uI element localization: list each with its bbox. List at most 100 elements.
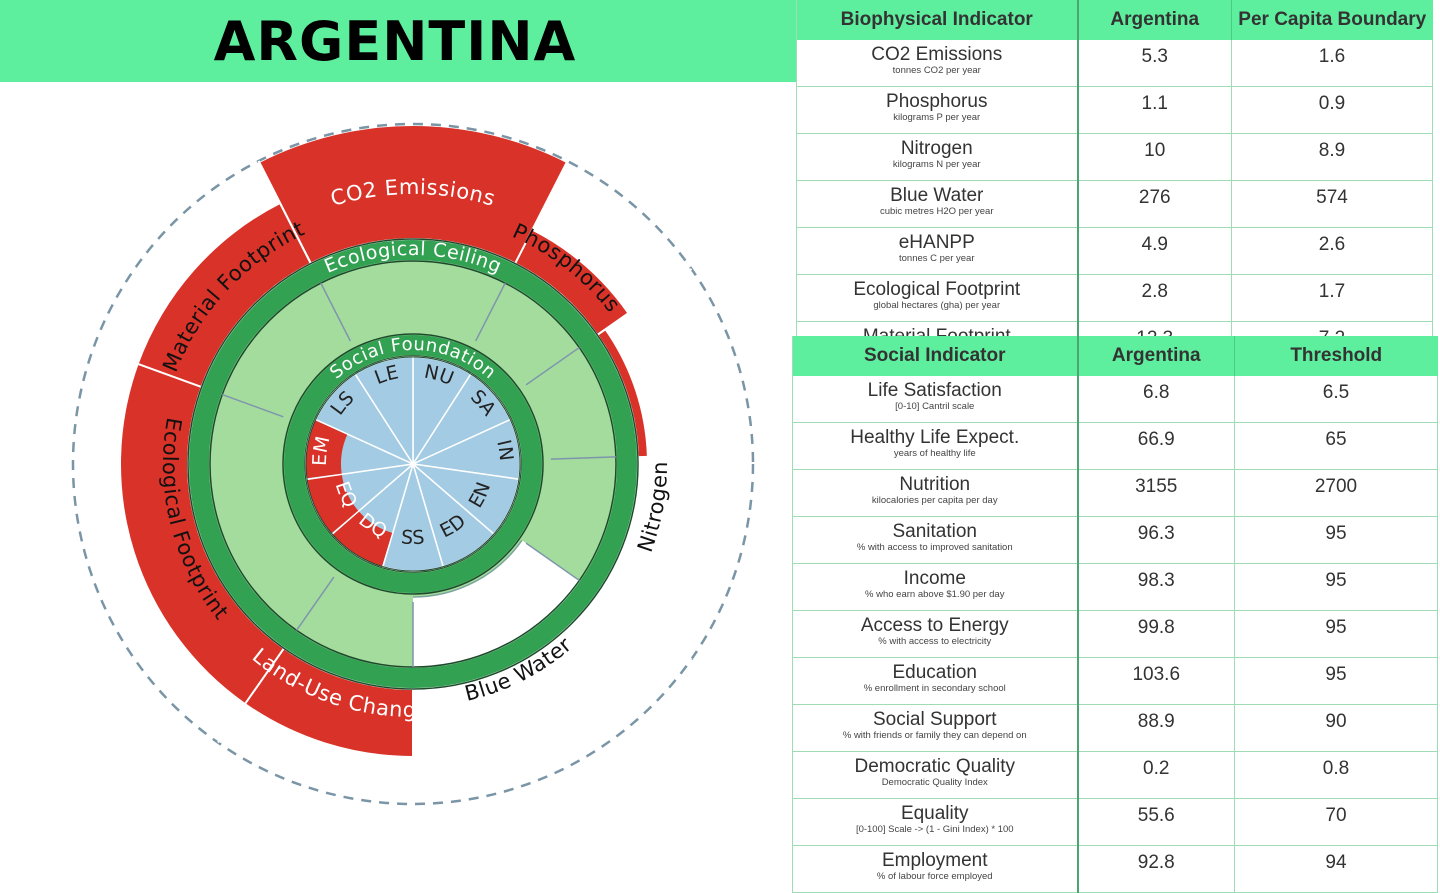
country-value: 276 bbox=[1076, 180, 1232, 228]
boundary-value: 0.9 bbox=[1231, 86, 1433, 134]
table-row: Democratic Quality Democratic Quality Ind… bbox=[792, 751, 1438, 799]
overshoot-wedge bbox=[138, 203, 311, 387]
indicator-name: Blue Water bbox=[890, 185, 984, 206]
boundary-value: 1.7 bbox=[1231, 274, 1433, 322]
indicator-name: Phosphorus bbox=[886, 91, 988, 112]
indicator-name: Access to Energy bbox=[860, 615, 1009, 636]
table-row: Life Satisfaction [0-10] Cantril scale 6.8… bbox=[792, 376, 1438, 423]
indicator-cell: Phosphorus kilograms P per year bbox=[796, 86, 1078, 134]
indicator-unit: kilograms N per year bbox=[892, 159, 981, 170]
header-threshold: Threshold bbox=[1234, 336, 1438, 376]
header-country: Argentina bbox=[1076, 336, 1235, 376]
country-value: 66.9 bbox=[1076, 422, 1235, 470]
threshold-value: 95 bbox=[1234, 657, 1438, 705]
indicator-cell: Nutrition kilocalories per capita per day bbox=[792, 469, 1078, 517]
indicator-name: Employment bbox=[881, 850, 988, 871]
indicator-cell: Sanitation% with access to improved sani… bbox=[792, 516, 1078, 564]
threshold-value: 2700 bbox=[1234, 469, 1438, 517]
indicator-cell: Equality [0-100] Scale -> (1 - Gini Index… bbox=[792, 798, 1078, 846]
indicator-cell: Employment% of labour force employed bbox=[792, 845, 1078, 893]
table-row: Blue Water cubic metres H2O per year 276 57… bbox=[796, 180, 1433, 228]
segment-divider bbox=[474, 282, 506, 342]
table-row: Income% who earn above $1.90 per day 98.3… bbox=[792, 563, 1438, 611]
indicator-name: Income bbox=[903, 568, 966, 589]
table-row: Equality [0-100] Scale -> (1 - Gini Index… bbox=[792, 798, 1438, 846]
country-value: 2.8 bbox=[1076, 274, 1232, 322]
ecological-ceiling-ring bbox=[189, 240, 637, 688]
country-value: 99.8 bbox=[1076, 610, 1235, 658]
indicator-cell: CO2 Emissions tonnes CO2 per year bbox=[796, 40, 1078, 87]
shortfall-wedge bbox=[307, 474, 359, 534]
title-banner: ARGENTINA bbox=[0, 0, 796, 82]
social-foundation-ring bbox=[284, 335, 542, 593]
social-header-row: Social Indicator Argentina Threshold bbox=[792, 336, 1438, 376]
threshold-value: 95 bbox=[1234, 516, 1438, 564]
country-value: 3155 bbox=[1076, 469, 1235, 517]
wedge-separator bbox=[93, 346, 201, 388]
country-value: 4.9 bbox=[1076, 227, 1232, 275]
indicator-unit: tonnes C per year bbox=[898, 253, 975, 264]
indicator-cell: Democratic Quality Democratic Quality Ind… bbox=[792, 751, 1078, 799]
overshoot-wedge bbox=[259, 125, 567, 263]
blue-water-inner-arc bbox=[412, 539, 523, 598]
indicator-name: Life Satisfaction bbox=[867, 380, 1002, 401]
social-table: Social Indicator Argentina Threshold Lif… bbox=[792, 336, 1438, 893]
indicator-unit: [0-100] Scale -> (1 - Gini Index) * 100 bbox=[855, 824, 1014, 835]
blue-water-gap bbox=[413, 540, 581, 668]
table-row: Ecological Footprint global hectares (gha… bbox=[796, 274, 1433, 322]
social-pie-outline bbox=[305, 356, 521, 572]
overshoot-wedge bbox=[245, 649, 413, 756]
table-row: Phosphorus kilograms P per year 1.1 0.9 bbox=[796, 86, 1433, 134]
country-value: 0.2 bbox=[1076, 751, 1235, 799]
indicator-unit: cubic metres H2O per year bbox=[879, 206, 994, 217]
indicator-name: Education bbox=[892, 662, 977, 683]
table-row: Sanitation% with access to improved sani… bbox=[792, 516, 1438, 564]
wedge-separator bbox=[217, 648, 285, 744]
overshoot-wedge bbox=[515, 230, 628, 335]
indicator-unit: kilograms P per year bbox=[893, 112, 981, 123]
threshold-value: 70 bbox=[1234, 798, 1438, 846]
indicator-name: eHANPP bbox=[898, 232, 975, 253]
biophysical-table: Biophysical Indicator Argentina Per Capi… bbox=[796, 0, 1433, 369]
indicator-unit: % with access to electricity bbox=[878, 636, 992, 647]
boundary-value: 2.6 bbox=[1231, 227, 1433, 275]
indicator-unit: kilocalories per capita per day bbox=[871, 495, 998, 506]
ceiling-outline bbox=[187, 238, 639, 690]
shortfall-wedge bbox=[306, 420, 348, 479]
indicator-name: Democratic Quality bbox=[854, 756, 1016, 777]
country-value: 96.3 bbox=[1076, 516, 1235, 564]
indicator-unit: % with access to improved sanitation bbox=[856, 542, 1013, 553]
foundation-inner-outline bbox=[304, 355, 522, 573]
indicator-name: Nitrogen bbox=[900, 138, 973, 159]
social-label-em: EM bbox=[309, 434, 335, 467]
indicator-unit: global hectares (gha) per year bbox=[873, 300, 1001, 311]
doughnut-chart: NU SA IN EN ED SS DQ EQ EM LS LE Social Foundation E… bbox=[0, 82, 796, 838]
country-value: 1.1 bbox=[1076, 86, 1232, 134]
segment-divider bbox=[320, 282, 352, 342]
wedge-separator bbox=[597, 268, 693, 336]
country-value: 88.9 bbox=[1076, 704, 1235, 752]
table-row: Social Support% with friends or family t… bbox=[792, 704, 1438, 752]
header-country: Argentina bbox=[1076, 0, 1232, 40]
table-row: Education% enrollment in secondary schoo… bbox=[792, 657, 1438, 705]
threshold-value: 65 bbox=[1234, 422, 1438, 470]
wedge-separator bbox=[257, 160, 312, 264]
indicator-cell: Ecological Footprint global hectares (gha… bbox=[796, 274, 1078, 322]
indicator-name: Equality bbox=[900, 803, 969, 824]
country-value: 5.3 bbox=[1076, 40, 1232, 87]
country-value: 10 bbox=[1076, 133, 1232, 181]
indicator-unit: % enrollment in secondary school bbox=[863, 683, 1006, 694]
table-row: CO2 Emissions tonnes CO2 per year 5.3 1.6 bbox=[796, 40, 1433, 87]
indicator-name: Ecological Footprint bbox=[853, 279, 1021, 300]
threshold-value: 94 bbox=[1234, 845, 1438, 893]
threshold-value: 95 bbox=[1234, 563, 1438, 611]
indicator-cell: Healthy Life Expect. years of healthy lif… bbox=[792, 422, 1078, 470]
indicator-unit: % who earn above $1.90 per day bbox=[865, 589, 1005, 600]
segment-divider bbox=[525, 542, 580, 582]
header-indicator: Social Indicator bbox=[792, 336, 1078, 376]
table-row: Access to Energy% with access to electri… bbox=[792, 610, 1438, 658]
threshold-value: 0.8 bbox=[1234, 751, 1438, 799]
overshoot-wedge bbox=[121, 364, 284, 704]
shortfall-wedge bbox=[332, 511, 393, 567]
